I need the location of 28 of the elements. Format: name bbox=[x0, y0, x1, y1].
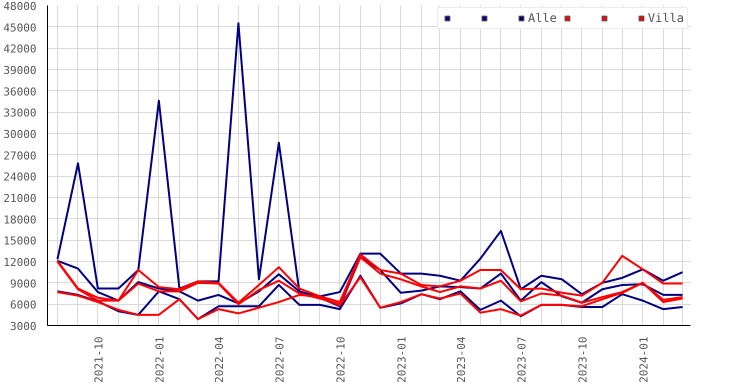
y-tick-label: 21000 bbox=[3, 192, 37, 205]
y-tick-label: 45000 bbox=[3, 21, 37, 34]
y-tick-label: 3000 bbox=[10, 320, 37, 333]
y-tick-label: 15000 bbox=[3, 234, 37, 248]
y-tick-label: 36000 bbox=[3, 85, 37, 98]
x-tick-label: 2022-10 bbox=[334, 336, 348, 383]
legend-label: Villa bbox=[648, 11, 684, 25]
y-tick-label: 39000 bbox=[3, 64, 37, 77]
x-tick-label: 2023-10 bbox=[576, 336, 590, 383]
y-tick-label: 24000 bbox=[3, 170, 37, 184]
legend-label: Alle bbox=[528, 11, 557, 25]
x-tick-label: 2022-07 bbox=[273, 336, 286, 383]
x-tick-label: 2024-01 bbox=[637, 336, 650, 383]
y-tick-label: 42000 bbox=[3, 42, 37, 56]
y-tick-label: 18000 bbox=[3, 213, 37, 226]
x-tick-label: 2023-01 bbox=[395, 336, 408, 383]
y-tick-label: 33000 bbox=[3, 106, 37, 120]
x-tick-label: 2023-04 bbox=[454, 336, 468, 383]
x-tick-label: 2022-04 bbox=[213, 336, 226, 383]
y-tick-label: 6000 bbox=[10, 298, 37, 312]
y-tick-label: 12000 bbox=[3, 256, 37, 269]
y-tick-label: 48000 bbox=[3, 0, 37, 13]
y-tick-label: 27000 bbox=[3, 149, 37, 162]
x-tick-label: 2021-10 bbox=[92, 336, 106, 383]
y-tick-label: 30000 bbox=[3, 128, 37, 141]
x-tick-label: 2023-07 bbox=[515, 336, 528, 383]
y-tick-label: 9000 bbox=[10, 277, 37, 290]
x-tick-label: 2022-01 bbox=[153, 336, 166, 383]
